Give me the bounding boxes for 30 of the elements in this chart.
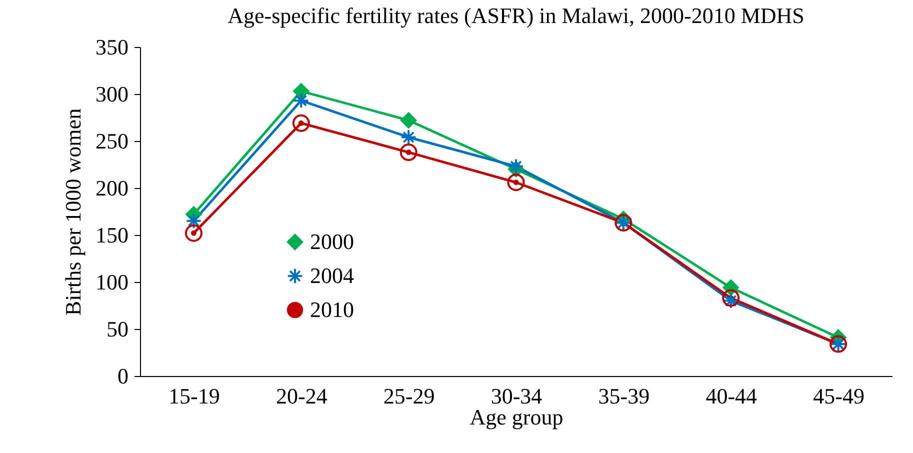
point	[722, 292, 739, 309]
x-tick-label: 25-29	[383, 384, 435, 408]
point	[400, 129, 417, 146]
x-tick-label: 20-24	[276, 384, 328, 408]
point	[293, 83, 310, 100]
y-tick-label: 50	[106, 316, 128, 342]
y-tick-label: 150	[96, 222, 128, 248]
point	[400, 144, 418, 162]
y-tick-label: 300	[96, 82, 128, 106]
x-tick-label: 45-49	[813, 384, 864, 408]
x-tick-label: 40-44	[706, 384, 758, 408]
point	[186, 212, 202, 229]
y-tick-label: 350	[96, 34, 128, 60]
point	[400, 112, 417, 128]
point	[507, 174, 525, 192]
y-tick-label: 100	[96, 270, 128, 294]
legend-label: 2010	[310, 297, 354, 322]
point	[184, 224, 202, 242]
point	[508, 158, 524, 174]
y-tick-label: 200	[96, 176, 128, 200]
chart-title: Age-specific fertility rates (ASFR) in Malawi, 2000-2010 MDHS	[228, 3, 804, 28]
y-tick-label: 250	[96, 128, 128, 154]
y-axis-title: Births per 1000 women	[60, 108, 86, 316]
x-tick-label: 35-39	[598, 384, 650, 408]
legend-label: 2000	[310, 229, 354, 254]
legend-label: 2004	[310, 263, 354, 288]
point	[293, 92, 310, 109]
x-tick-label: 15-19	[168, 384, 220, 408]
point	[292, 114, 310, 132]
y-tick-label: 0	[118, 364, 128, 388]
